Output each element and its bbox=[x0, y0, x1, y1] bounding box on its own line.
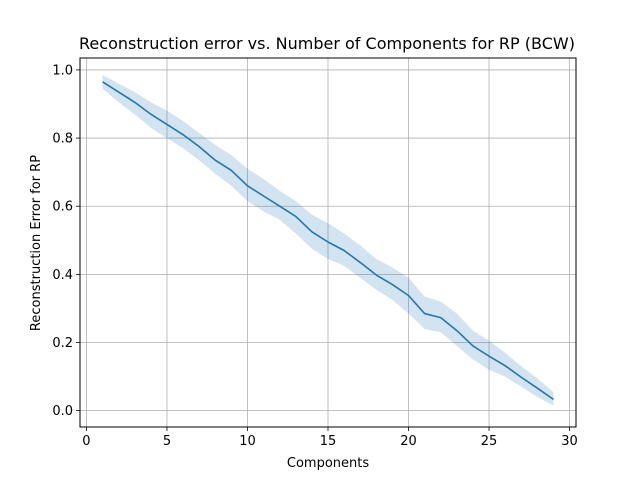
x-tick-label: 15 bbox=[320, 434, 337, 449]
x-ticks: 0 5 10 15 20 25 30 bbox=[82, 427, 578, 449]
x-tick-label: 10 bbox=[239, 434, 256, 449]
y-axis-label: Reconstruction Error for RP bbox=[29, 155, 44, 331]
y-tick-label: 0.0 bbox=[52, 404, 73, 419]
series-line bbox=[102, 81, 554, 401]
x-axis-label: Components bbox=[287, 456, 369, 471]
chart-title: Reconstruction error vs. Number of Compo… bbox=[79, 34, 575, 53]
y-ticks: 0.0 0.2 0.4 0.6 0.8 1.0 bbox=[52, 63, 80, 419]
y-tick-label: 1.0 bbox=[52, 63, 73, 78]
line-layer bbox=[102, 81, 554, 401]
y-tick-label: 0.4 bbox=[52, 268, 73, 283]
band-layer bbox=[102, 75, 554, 406]
grid bbox=[80, 58, 576, 427]
y-tick-label: 0.8 bbox=[52, 132, 73, 147]
confidence-band bbox=[102, 75, 554, 406]
y-tick-label: 0.6 bbox=[52, 200, 73, 215]
x-tick-label: 5 bbox=[163, 434, 171, 449]
y-tick-label: 0.2 bbox=[52, 336, 73, 351]
x-tick-label: 20 bbox=[400, 434, 417, 449]
x-tick-label: 25 bbox=[481, 434, 498, 449]
x-tick-label: 0 bbox=[82, 434, 90, 449]
x-tick-label: 30 bbox=[561, 434, 578, 449]
